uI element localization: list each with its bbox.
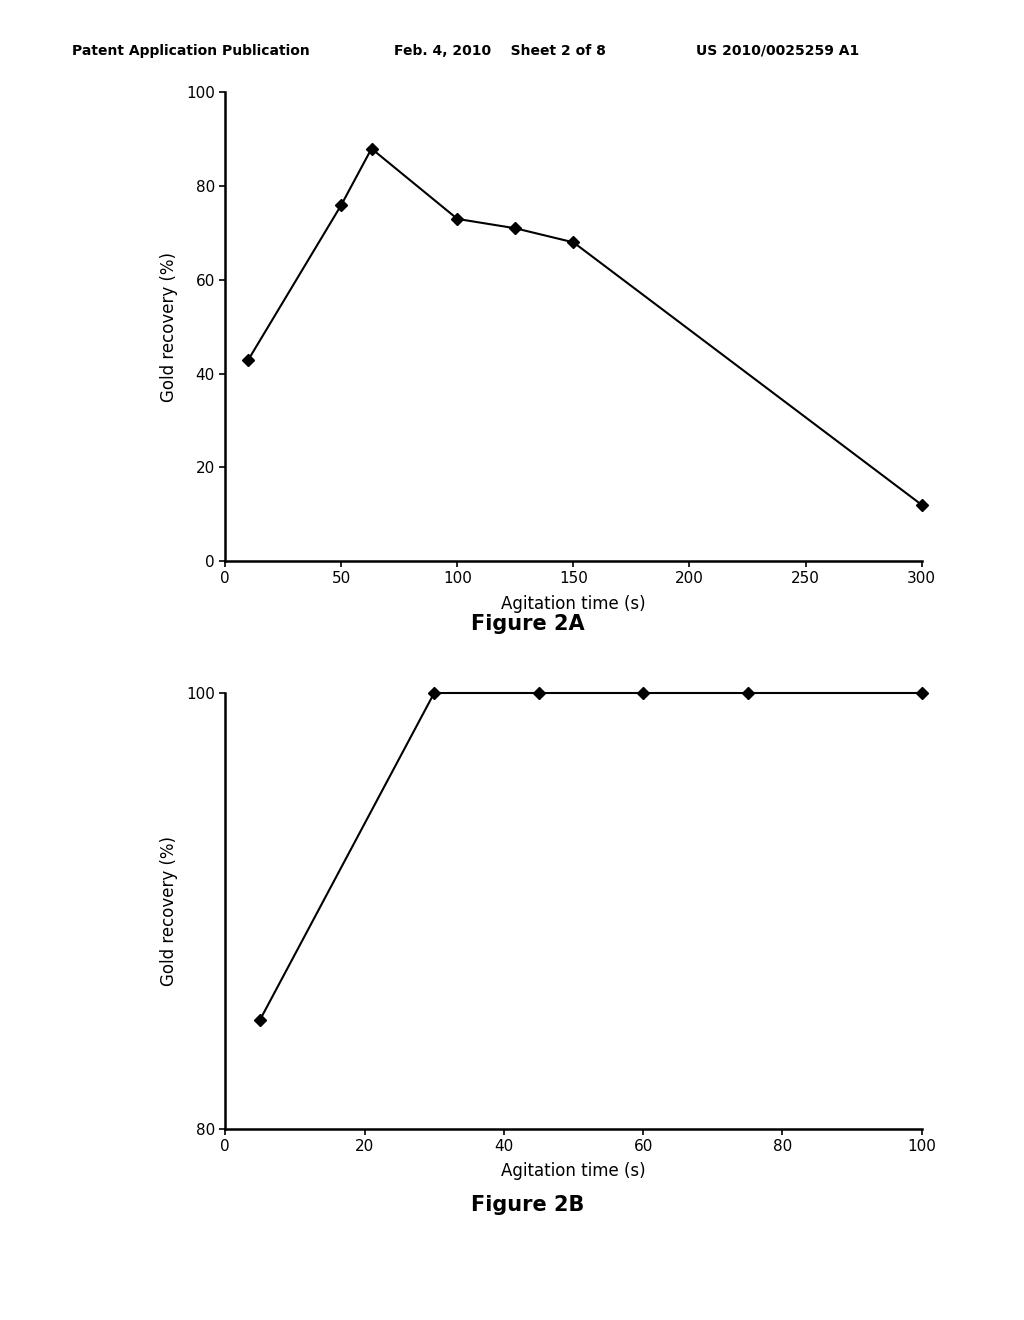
X-axis label: Agitation time (s): Agitation time (s) bbox=[501, 1163, 646, 1180]
Y-axis label: Gold recovery (%): Gold recovery (%) bbox=[160, 252, 177, 401]
X-axis label: Agitation time (s): Agitation time (s) bbox=[501, 595, 646, 612]
Text: Feb. 4, 2010    Sheet 2 of 8: Feb. 4, 2010 Sheet 2 of 8 bbox=[394, 44, 606, 58]
Text: Figure 2B: Figure 2B bbox=[471, 1195, 584, 1214]
Text: Patent Application Publication: Patent Application Publication bbox=[72, 44, 309, 58]
Text: US 2010/0025259 A1: US 2010/0025259 A1 bbox=[696, 44, 859, 58]
Y-axis label: Gold recovery (%): Gold recovery (%) bbox=[160, 836, 177, 986]
Text: Figure 2A: Figure 2A bbox=[471, 614, 584, 634]
